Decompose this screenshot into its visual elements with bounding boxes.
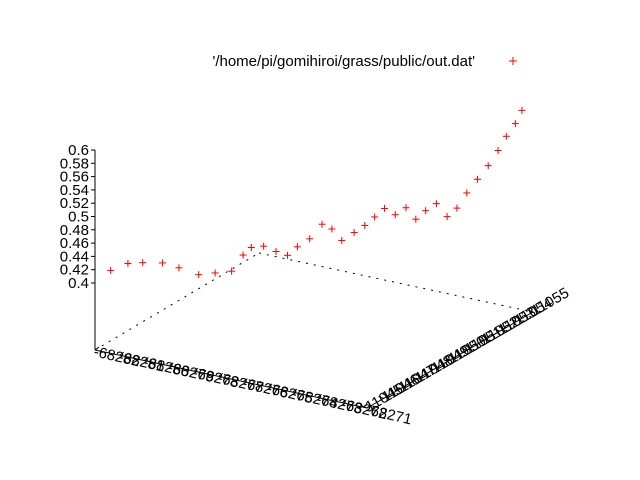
y-tick-mark	[428, 367, 434, 371]
data-point	[381, 204, 389, 212]
x-tick-mark	[243, 378, 248, 383]
x-axis-line	[94, 349, 368, 409]
data-point	[211, 269, 219, 277]
data-point	[293, 243, 301, 251]
data-point	[511, 120, 519, 128]
legend-label: '/home/pi/gomihiroi/grass/public/out.dat…	[212, 53, 475, 70]
x-tick-mark	[317, 394, 322, 398]
data-point	[412, 215, 420, 223]
z-tick-label: 0.48	[60, 222, 89, 239]
data-point	[402, 204, 410, 212]
data-points	[107, 106, 526, 279]
data-point	[328, 225, 336, 233]
data-point	[502, 132, 510, 140]
data-point	[463, 189, 471, 197]
data-point	[350, 228, 358, 236]
data-point	[239, 251, 247, 259]
data-point	[228, 267, 236, 275]
z-tick-label: 0.56	[60, 169, 89, 186]
data-point	[124, 259, 132, 267]
data-point	[158, 259, 166, 267]
x-tick-mark	[119, 351, 125, 356]
z-tick-label: 0.5	[68, 209, 89, 226]
y-tick-mark	[461, 347, 467, 351]
data-point	[474, 175, 482, 183]
z-axis-ticks: 0.40.420.440.460.480.50.520.540.560.580.…	[60, 142, 95, 292]
z-tick-label: 0.46	[60, 235, 89, 252]
data-point	[453, 204, 461, 212]
x-tick-mark	[144, 357, 149, 361]
y-tick-mark	[378, 395, 384, 399]
y-tick-mark	[361, 405, 368, 409]
data-point	[107, 266, 115, 274]
data-point	[338, 236, 346, 244]
y-tick-mark	[527, 309, 534, 313]
y-axis-ticks: 1104511046110471104811049110501105111052…	[361, 284, 573, 415]
data-point	[284, 251, 292, 259]
data-point	[422, 207, 430, 215]
x-tick-mark	[168, 362, 174, 367]
back-right-edge	[258, 252, 534, 313]
x-axis-ticks: -68282-68281-68280-68279-68278-68277-682…	[92, 343, 413, 428]
data-point	[260, 242, 268, 250]
data-point	[371, 213, 379, 221]
data-point	[247, 244, 255, 252]
data-point	[139, 259, 147, 267]
x-tick-mark	[94, 346, 100, 351]
z-tick-label: 0.42	[60, 262, 89, 279]
y-tick-mark	[511, 319, 517, 323]
data-point	[391, 211, 399, 219]
z-tick-label: 0.54	[60, 182, 89, 199]
z-tick-label: 0.52	[60, 195, 89, 212]
legend: '/home/pi/gomihiroi/grass/public/out.dat…	[212, 53, 517, 70]
data-point	[306, 235, 314, 243]
x-tick-mark	[267, 383, 273, 388]
y-tick-mark	[444, 357, 451, 361]
data-point	[484, 162, 492, 170]
data-point	[361, 221, 369, 229]
legend-marker	[509, 57, 517, 65]
z-tick-label: 0.4	[68, 275, 89, 292]
z-tick-label: 0.6	[68, 142, 89, 159]
z-tick-label: 0.44	[60, 248, 89, 265]
data-point	[195, 271, 203, 279]
data-point	[175, 264, 183, 272]
x-tick-mark	[218, 372, 223, 377]
data-point	[518, 106, 526, 114]
x-tick-mark	[341, 399, 347, 404]
data-point	[432, 200, 440, 208]
y-tick-mark	[411, 376, 417, 380]
x-tick-mark	[193, 367, 199, 372]
y-tick-mark	[494, 328, 500, 332]
data-point	[318, 220, 326, 228]
y-tick-mark	[395, 386, 401, 390]
y-tick-mark	[478, 338, 484, 342]
z-tick-label: 0.58	[60, 155, 89, 172]
data-point	[443, 213, 451, 221]
data-point	[494, 146, 502, 154]
x-tick-mark	[366, 404, 372, 409]
x-tick-mark	[292, 388, 298, 393]
y-tick-label: 11055	[529, 284, 573, 319]
data-point	[272, 247, 280, 255]
